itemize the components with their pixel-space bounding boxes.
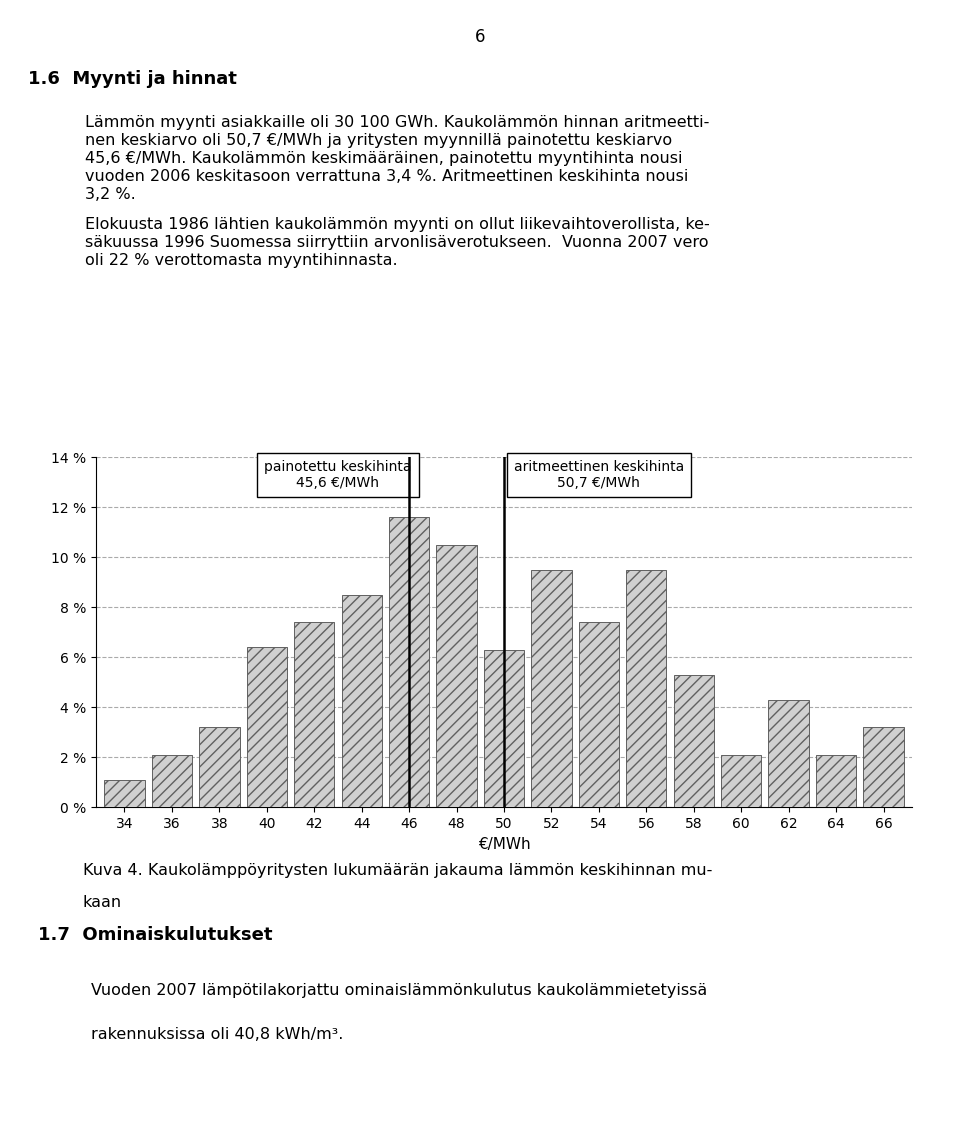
Text: 3,2 %.: 3,2 %. [85,187,135,202]
Text: Kuva 4. Kaukolämppöyritysten lukumäärän jakauma lämmön keskihinnan mu-: Kuva 4. Kaukolämppöyritysten lukumäärän … [83,863,712,877]
Text: painotettu keskihinta
45,6 €/MWh: painotettu keskihinta 45,6 €/MWh [264,460,412,490]
Text: 45,6 €/MWh. Kaukolämmön keskimääräinen, painotettu myyntihinta nousi: 45,6 €/MWh. Kaukolämmön keskimääräinen, … [85,151,683,166]
Bar [437,545,477,807]
Text: Vuoden 2007 lämpötilakorjattu ominaislämmönkulutus kaukolämmietetyissä: Vuoden 2007 lämpötilakorjattu ominaisläm… [91,982,708,998]
Text: Lämmön myynti asiakkaille oli 30 100 GWh. Kaukolämmön hinnan aritmeetti-: Lämmön myynti asiakkaille oli 30 100 GWh… [85,115,709,130]
Bar [579,622,619,807]
Text: aritmeettinen keskihinta
50,7 €/MWh: aritmeettinen keskihinta 50,7 €/MWh [514,460,684,490]
Text: nen keskiarvo oli 50,7 €/MWh ja yritysten myynnillä painotettu keskiarvo: nen keskiarvo oli 50,7 €/MWh ja yrityste… [85,133,672,148]
Bar [531,570,571,807]
Bar [389,517,429,807]
Text: vuoden 2006 keskitasoon verrattuna 3,4 %. Aritmeettinen keskihinta nousi: vuoden 2006 keskitasoon verrattuna 3,4 %… [85,169,688,184]
Bar [294,622,334,807]
Bar [105,780,145,807]
Text: 6: 6 [475,28,485,46]
Text: kaan: kaan [83,895,122,910]
Bar [769,700,809,807]
Text: Elokuusta 1986 lähtien kaukolämmön myynti on ollut liikevaihtoverollista, ke-: Elokuusta 1986 lähtien kaukolämmön myynt… [85,217,709,231]
X-axis label: €/MWh: €/MWh [478,837,530,851]
Text: 1.6  Myynti ja hinnat: 1.6 Myynti ja hinnat [28,70,237,88]
Text: oli 22 % verottomasta myyntihinnasta.: oli 22 % verottomasta myyntihinnasta. [85,253,397,268]
Bar [626,570,666,807]
Bar [247,647,287,807]
Bar [152,755,192,807]
Text: rakennuksissa oli 40,8 kWh/m³.: rakennuksissa oli 40,8 kWh/m³. [91,1027,344,1042]
Bar [199,727,239,807]
Text: säkuussa 1996 Suomessa siirryttiin arvonlisäverotukseen.  Vuonna 2007 vero: säkuussa 1996 Suomessa siirryttiin arvon… [85,235,708,250]
Bar [721,755,761,807]
Bar [342,595,382,807]
Bar [674,675,714,807]
Bar [484,650,524,807]
Text: 1.7  Ominaiskulutukset: 1.7 Ominaiskulutukset [38,926,273,944]
Bar [863,727,903,807]
Bar [816,755,856,807]
